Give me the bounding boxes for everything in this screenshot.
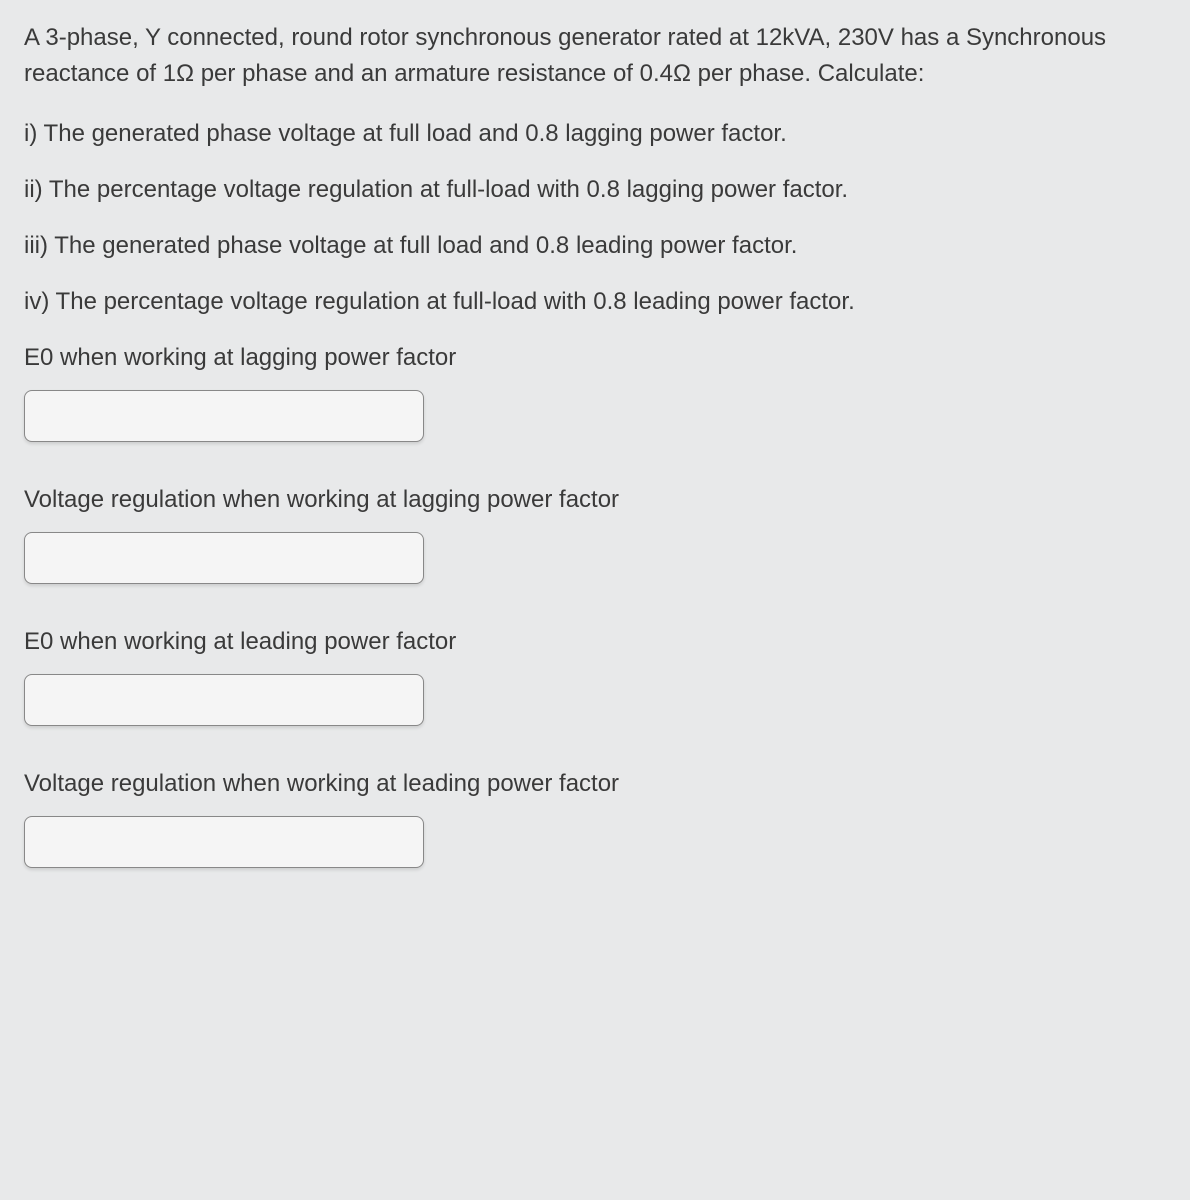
question-part-i: i) The generated phase voltage at full l… bbox=[24, 116, 1166, 152]
answer-input-e0-lagging[interactable] bbox=[24, 390, 424, 442]
answer-label-vr-leading: Voltage regulation when working at leadi… bbox=[24, 766, 1166, 802]
answer-label-vr-lagging: Voltage regulation when working at laggi… bbox=[24, 482, 1166, 518]
answer-input-vr-lagging[interactable] bbox=[24, 532, 424, 584]
question-intro: A 3-phase, Y connected, round rotor sync… bbox=[24, 20, 1166, 92]
answer-input-vr-leading[interactable] bbox=[24, 816, 424, 868]
answer-label-e0-leading: E0 when working at leading power factor bbox=[24, 624, 1166, 660]
answer-block-1: E0 when working at lagging power factor bbox=[24, 340, 1166, 442]
answer-label-e0-lagging: E0 when working at lagging power factor bbox=[24, 340, 1166, 376]
answer-input-e0-leading[interactable] bbox=[24, 674, 424, 726]
question-part-iii: iii) The generated phase voltage at full… bbox=[24, 228, 1166, 264]
answer-block-3: E0 when working at leading power factor bbox=[24, 624, 1166, 726]
answer-block-2: Voltage regulation when working at laggi… bbox=[24, 482, 1166, 584]
answer-block-4: Voltage regulation when working at leadi… bbox=[24, 766, 1166, 868]
question-part-ii: ii) The percentage voltage regulation at… bbox=[24, 172, 1166, 208]
question-part-iv: iv) The percentage voltage regulation at… bbox=[24, 284, 1166, 320]
